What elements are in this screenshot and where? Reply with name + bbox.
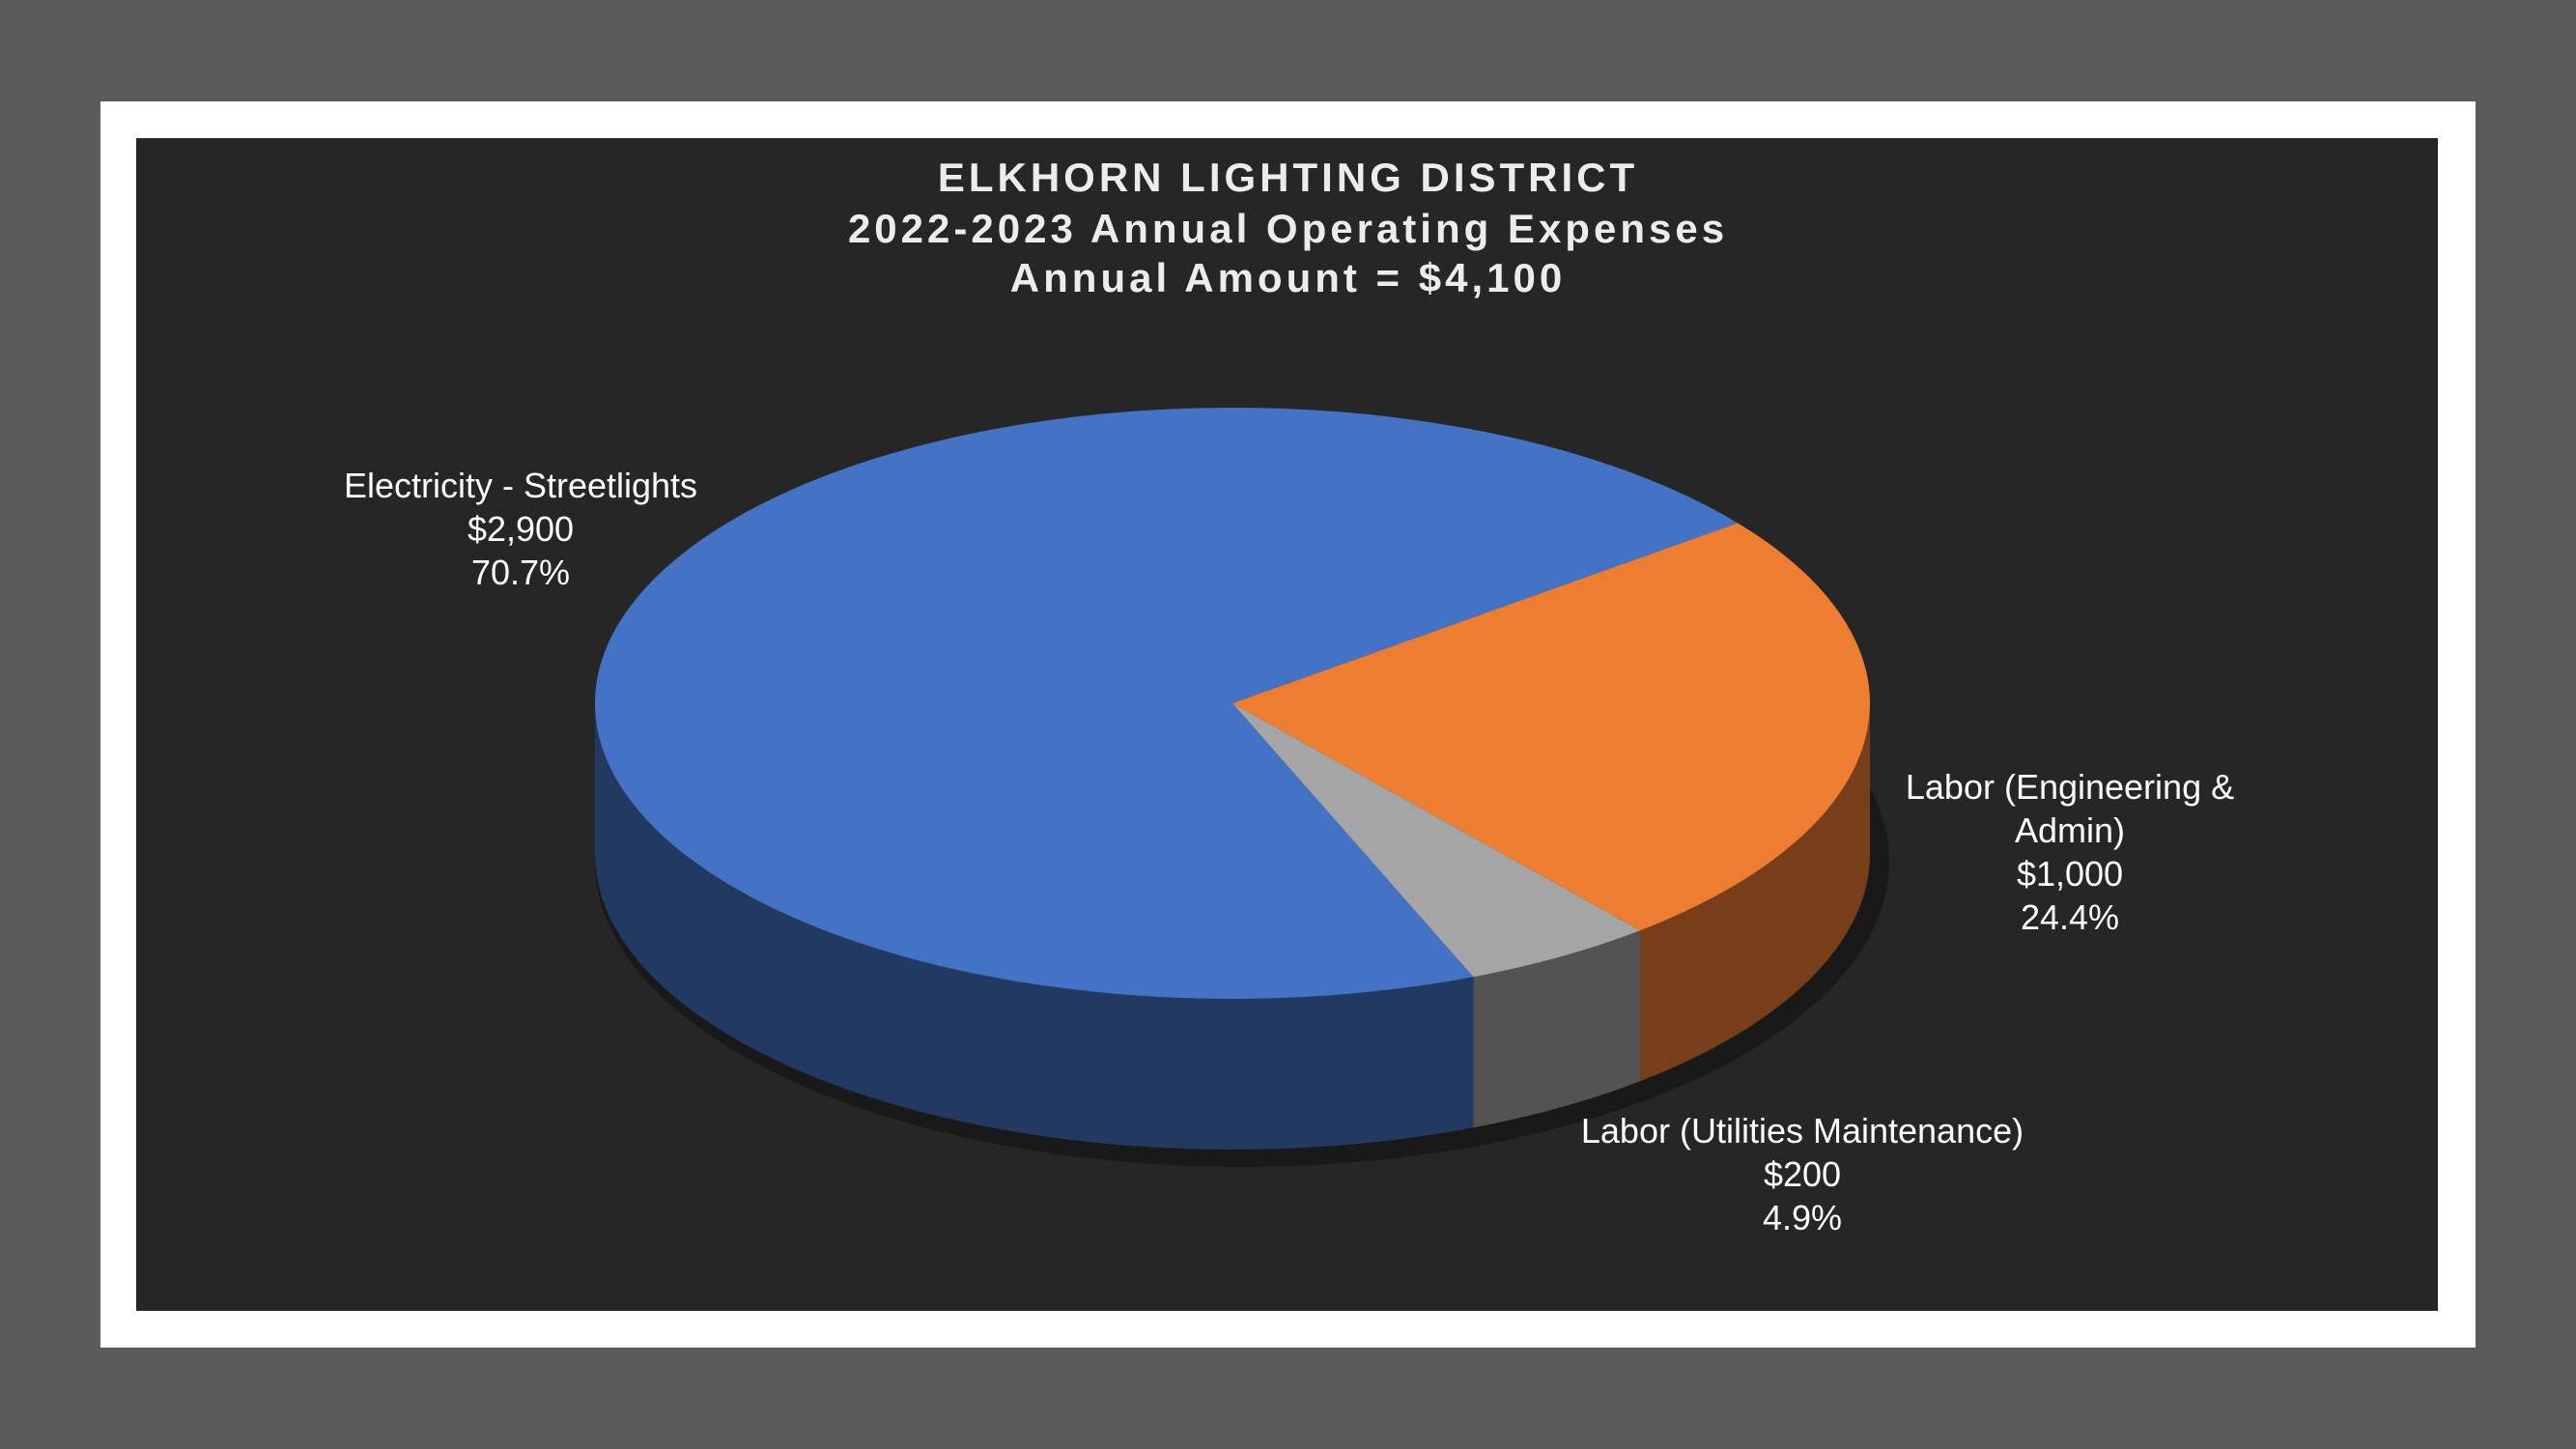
slice xyxy=(1232,703,1641,978)
chart-subtitle: 2022-2023 Annual Operating Expenses xyxy=(847,206,1729,251)
data-label: Labor (Utilities Maintenance) $200 4.9% xyxy=(1513,1109,2092,1239)
chart-title: ELKHORN LIGHTING DISTRICT xyxy=(937,155,1639,200)
data-label: Electricity - Streetlights $2,900 70.7% xyxy=(279,464,762,594)
label-name: Electricity - Streetlights xyxy=(343,466,698,505)
slice-side xyxy=(595,703,1474,1150)
data-label: Labor (Engineering & Admin) $1,000 24.4% xyxy=(1877,765,2263,939)
label-value: $1,000 xyxy=(2016,854,2124,894)
label-name: Labor (Engineering & Admin) xyxy=(1905,767,2235,850)
slice-side xyxy=(1473,930,1641,1128)
slice xyxy=(1232,523,1870,931)
label-value: $200 xyxy=(1763,1154,1842,1194)
label-value: 70.7% xyxy=(470,553,571,592)
label-value: 4.9% xyxy=(1762,1198,1843,1237)
slice xyxy=(595,408,1739,1000)
label-name: Labor (Utilities Maintenance) xyxy=(1580,1111,2024,1151)
chart-subtitle: Annual Amount = $4,100 xyxy=(1009,255,1567,300)
label-value: $2,900 xyxy=(467,509,575,549)
slice-side xyxy=(1640,703,1870,1082)
label-value: 24.4% xyxy=(2020,897,2120,937)
